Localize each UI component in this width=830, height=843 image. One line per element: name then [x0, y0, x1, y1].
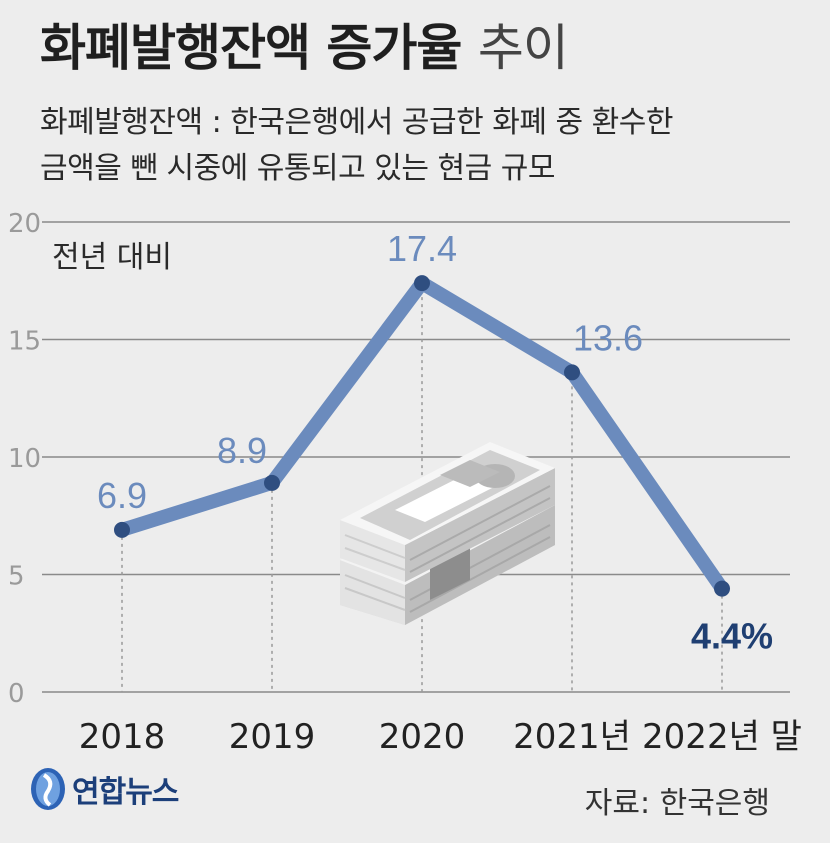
chart-title: 화폐발행잔액 증가율 추이	[40, 8, 569, 80]
yonhap-logo: 연합뉴스	[28, 765, 179, 813]
data-label: 4.4%	[691, 616, 773, 657]
chart-subtitle: 화폐발행잔액 : 한국은행에서 공급한 화폐 중 환수한 금액을 뺀 시중에 유…	[40, 100, 673, 192]
x-axis: 2018 2019 2020 2021년 2022년 말	[79, 717, 802, 757]
y-tick-label: 10	[8, 444, 41, 474]
x-tick-label: 2018	[79, 717, 166, 757]
chart-title-light: 추이	[477, 19, 569, 77]
data-point	[564, 364, 580, 381]
y-tick-label: 20	[8, 209, 41, 239]
y-tick-label: 0	[8, 679, 25, 709]
y-tick-label: 5	[8, 562, 25, 592]
subtitle-line-1: 화폐발행잔액 : 한국은행에서 공급한 화폐 중 환수한	[40, 105, 673, 140]
money-stack-icon	[340, 442, 555, 625]
y-tick-label: 15	[8, 327, 41, 357]
data-point	[264, 474, 280, 491]
x-tick-label: 2019	[229, 717, 316, 757]
data-label: 6.9	[97, 475, 147, 516]
x-tick-label: 2020	[379, 717, 466, 757]
x-tick-label: 2022년 말	[642, 717, 802, 757]
data-label: 8.9	[217, 430, 267, 471]
source-note: 자료: 한국은행	[584, 786, 770, 821]
y-axis: 0 5 10 15 20	[8, 209, 41, 709]
yonhap-logo-text: 연합뉴스	[72, 775, 179, 810]
data-point	[114, 521, 130, 538]
data-points	[114, 275, 730, 597]
data-point	[714, 580, 730, 597]
data-labels: 6.9 8.9 17.4 13.6 4.4%	[97, 228, 773, 656]
data-label: 13.6	[573, 317, 643, 358]
y-unit-label: 전년 대비	[52, 240, 172, 275]
data-label: 17.4	[387, 228, 457, 269]
yonhap-logo-icon	[31, 768, 65, 810]
chart-title-main: 화폐발행잔액 증가율	[40, 19, 462, 77]
x-tick-label: 2021년	[513, 717, 631, 757]
subtitle-line-2: 금액을 뺀 시중에 유통되고 있는 현금 규모	[40, 151, 555, 186]
data-point	[414, 275, 430, 292]
